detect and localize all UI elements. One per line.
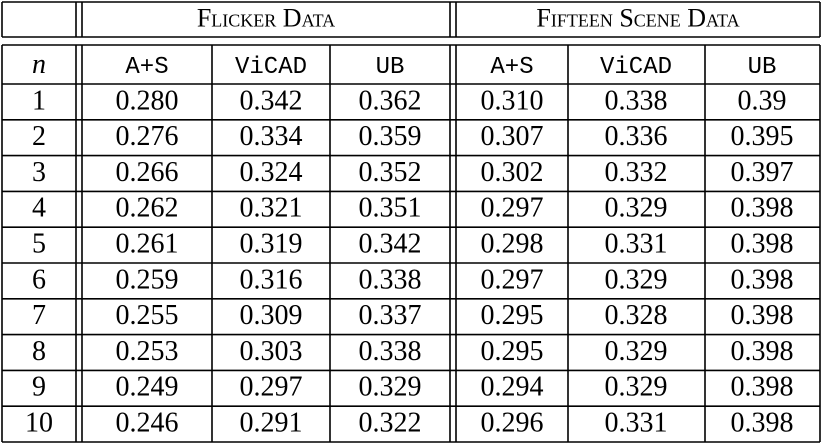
cell: 5 (32, 229, 46, 260)
cell: 0.331 (605, 408, 668, 439)
cell: 0.324 (240, 157, 303, 188)
cell: 0.395 (731, 121, 794, 152)
group-header: Fifteen Scene Data (536, 3, 739, 32)
cell: 0.337 (359, 300, 422, 331)
cell: 0.398 (731, 408, 794, 439)
cell: 4 (32, 193, 46, 224)
cell: 0.310 (481, 85, 544, 116)
cell: 0.322 (359, 408, 422, 439)
cell: 0.295 (481, 336, 544, 367)
cell: 0.351 (359, 193, 422, 224)
column-header: A+S (125, 54, 168, 81)
cell: 0.338 (359, 264, 422, 295)
cell: 0.331 (605, 229, 668, 260)
cell: 0.342 (359, 229, 422, 260)
cell: 0.309 (240, 300, 303, 331)
cell: 0.329 (605, 264, 668, 295)
cell: 0.397 (731, 157, 794, 188)
cell: 0.262 (116, 193, 179, 224)
cell: 0.259 (116, 264, 179, 295)
column-header: A+S (490, 54, 533, 81)
cell: 0.266 (116, 157, 179, 188)
cell: 1 (32, 85, 46, 116)
cell: 9 (32, 372, 46, 403)
cell: 0.307 (481, 121, 544, 152)
cell: 10 (25, 408, 53, 439)
cell: 0.329 (605, 372, 668, 403)
cell: 0.249 (116, 372, 179, 403)
cell: 3 (32, 157, 46, 188)
group-header: Flicker Data (197, 3, 335, 32)
cell: 0.321 (240, 193, 303, 224)
cell: 0.261 (116, 229, 179, 260)
cell: 0.359 (359, 121, 422, 152)
column-header: ViCAD (600, 54, 672, 81)
cell: 0.334 (240, 121, 303, 152)
cell: 0.338 (359, 336, 422, 367)
cell: 0.253 (116, 336, 179, 367)
cell: 0.302 (481, 157, 544, 188)
cell: 0.342 (240, 85, 303, 116)
cell: 0.297 (481, 193, 544, 224)
cell: 7 (32, 300, 46, 331)
cell: 0.398 (731, 300, 794, 331)
cell: 0.332 (605, 157, 668, 188)
cell: 0.329 (605, 193, 668, 224)
cell: 0.298 (481, 229, 544, 260)
cell: 0.295 (481, 300, 544, 331)
cell: 0.338 (605, 85, 668, 116)
cell: 0.319 (240, 229, 303, 260)
cell: 0.246 (116, 408, 179, 439)
cell: 6 (32, 264, 46, 295)
cell: 0.329 (605, 336, 668, 367)
cell: 0.362 (359, 85, 422, 116)
cell: 0.255 (116, 300, 179, 331)
cell: 0.296 (481, 408, 544, 439)
column-header: UB (748, 54, 777, 81)
cell: 8 (32, 336, 46, 367)
cell: 0.398 (731, 336, 794, 367)
cell: 0.398 (731, 264, 794, 295)
cell: 0.39 (738, 85, 787, 116)
cell: 0.303 (240, 336, 303, 367)
cell: 2 (32, 121, 46, 152)
cell: 0.398 (731, 229, 794, 260)
cell: 0.398 (731, 372, 794, 403)
column-header: UB (376, 54, 405, 81)
cell: 0.297 (481, 264, 544, 295)
cell: 0.352 (359, 157, 422, 188)
column-header: n (32, 49, 46, 80)
cell: 0.291 (240, 408, 303, 439)
cell: 0.294 (481, 372, 544, 403)
cell: 0.336 (605, 121, 668, 152)
cell: 0.328 (605, 300, 668, 331)
cell: 0.398 (731, 193, 794, 224)
column-header: ViCAD (235, 54, 307, 81)
cell: 0.329 (359, 372, 422, 403)
cell: 0.280 (116, 85, 179, 116)
cell: 0.276 (116, 121, 179, 152)
cell: 0.297 (240, 372, 303, 403)
cell: 0.316 (240, 264, 303, 295)
